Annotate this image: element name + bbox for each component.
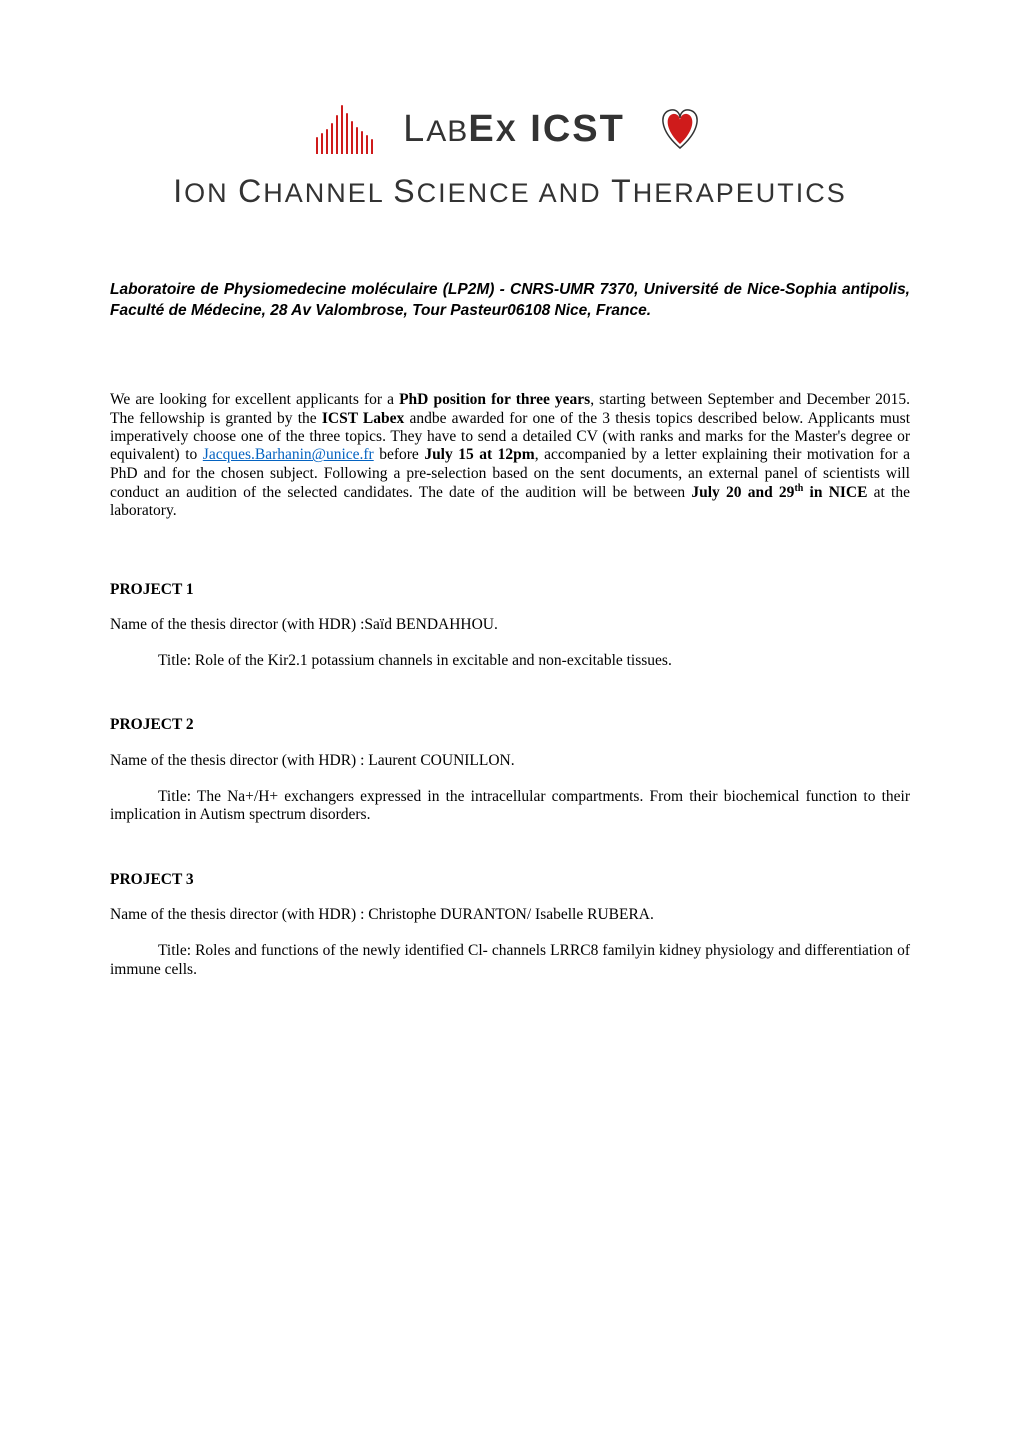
project-director: Name of the thesis director (with HDR) :… xyxy=(110,906,910,924)
intro-bold-deadline: July 15 at 12pm xyxy=(424,446,534,463)
logo-top-row: LABEX ICST xyxy=(313,100,707,159)
logo-wordmark: LABEX ICST xyxy=(403,108,625,152)
project-3: PROJECT 3 Name of the thesis director (w… xyxy=(110,871,910,979)
project-title: Title: Roles and functions of the newly … xyxy=(110,942,910,979)
heart-icon xyxy=(653,100,707,159)
project-director: Name of the thesis director (with HDR) :… xyxy=(110,752,910,770)
intro-bold-position: PhD position for three years xyxy=(399,391,590,408)
project-title: Title: The Na+/H+ exchangers expressed i… xyxy=(110,788,910,825)
project-2: PROJECT 2 Name of the thesis director (w… xyxy=(110,716,910,824)
project-heading: PROJECT 1 xyxy=(110,581,910,599)
intro-bold-audition-date: July 20 and 29th in NICE xyxy=(691,484,867,501)
intro-bold-labex: ICST Labex xyxy=(322,410,404,427)
project-1: PROJECT 1 Name of the thesis director (w… xyxy=(110,581,910,671)
intro-text: before xyxy=(374,446,425,463)
intro-text: We are looking for excellent applicants … xyxy=(110,391,399,408)
project-heading: PROJECT 3 xyxy=(110,871,910,889)
logo-subtitle: ION CHANNEL SCIENCE AND THERAPEUTICS xyxy=(173,173,847,210)
spike-icon xyxy=(313,100,375,159)
header-logo: LABEX ICST ION CHANNEL SCIENCE AND THERA… xyxy=(110,100,910,210)
project-title: Title: Role of the Kir2.1 potassium chan… xyxy=(110,652,910,670)
project-heading: PROJECT 2 xyxy=(110,716,910,734)
intro-paragraph: We are looking for excellent applicants … xyxy=(110,391,910,520)
lab-address: Laboratoire de Physiomedecine moléculair… xyxy=(110,280,910,322)
project-director: Name of the thesis director (with HDR) :… xyxy=(110,616,910,634)
contact-email-link[interactable]: Jacques.Barhanin@unice.fr xyxy=(203,446,374,463)
